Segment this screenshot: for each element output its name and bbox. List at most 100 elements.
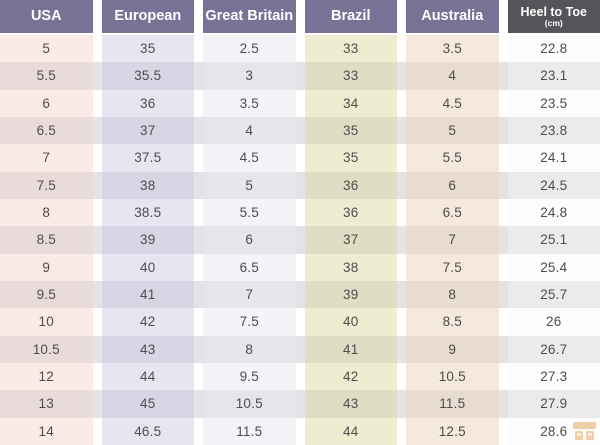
table-cell: 41 (101, 280, 194, 309)
table-cell: 5.5 (406, 144, 499, 172)
table-cell: 23.5 (507, 89, 600, 117)
table-cell: 5 (406, 116, 499, 145)
table-row: 8 38.5 5.5 36 6.5 24.8 (0, 198, 600, 227)
table-cell: 38 (304, 253, 397, 281)
column-header-usa: USA (0, 0, 93, 33)
table-cell: 9.5 (203, 362, 296, 391)
table-row: 9 40 6.5 38 7.5 25.4 (0, 253, 600, 281)
table-row: 12 44 9.5 42 10.5 27.3 (0, 362, 600, 391)
table-row: 7.5 38 5 36 6 24.5 (0, 171, 600, 199)
table-cell: 33 (304, 62, 397, 90)
table-cell: 7.5 (406, 253, 499, 281)
column-header-great-britain: Great Britain (203, 0, 296, 33)
table-cell: 28.6 (507, 417, 600, 445)
table-cell: 6.5 (203, 253, 296, 281)
table-cell: 3.5 (406, 35, 499, 63)
table-cell: 8 (0, 198, 93, 227)
table-cell: 7 (0, 144, 93, 172)
table-cell: 14 (0, 417, 93, 445)
table-cell: 13 (0, 390, 93, 418)
column-header-heel-to-toe-unit: (cm) (544, 18, 563, 28)
table-row: 13 45 10.5 43 11.5 27.9 (0, 390, 600, 418)
column-header-australia: Australia (406, 0, 499, 33)
table-cell: 41 (304, 335, 397, 363)
table-cell: 6 (406, 171, 499, 199)
table-cell: 36 (304, 198, 397, 227)
table-cell: 39 (304, 280, 397, 309)
table-cell: 3.5 (203, 89, 296, 117)
table-cell: 4.5 (203, 144, 296, 172)
table-row: 6.5 37 4 35 5 23.8 (0, 116, 600, 145)
table-cell: 25.1 (507, 226, 600, 254)
table-cell: 36 (101, 89, 194, 117)
table-row: 7 37.5 4.5 35 5.5 24.1 (0, 144, 600, 172)
table-cell: 44 (101, 362, 194, 391)
shop-logo-icon (573, 422, 596, 440)
table-cell: 46.5 (101, 417, 194, 445)
table-cell: 23.1 (507, 62, 600, 90)
table-cell: 40 (304, 308, 397, 336)
table-cell: 24.1 (507, 144, 600, 172)
table-row: 5.5 35.5 3 33 4 23.1 (0, 62, 600, 90)
column-header-brazil: Brazil (304, 0, 397, 33)
table-cell: 35 (101, 35, 194, 63)
table-cell: 5 (203, 171, 296, 199)
table-cell: 42 (101, 308, 194, 336)
table-cell: 23.8 (507, 116, 600, 145)
table-row: 10 42 7.5 40 8.5 26 (0, 308, 600, 336)
table-cell: 10.5 (406, 362, 499, 391)
table-cell: 22.8 (507, 35, 600, 63)
table-cell: 34 (304, 89, 397, 117)
table-cell: 27.9 (507, 390, 600, 418)
table-cell: 9 (406, 335, 499, 363)
table-cell: 42 (304, 362, 397, 391)
table-cell: 5 (0, 35, 93, 63)
table-row: 8.5 39 6 37 7 25.1 (0, 226, 600, 254)
table-cell: 6.5 (406, 198, 499, 227)
table-cell: 4 (406, 62, 499, 90)
table-row: 6 36 3.5 34 4.5 23.5 (0, 89, 600, 117)
table-cell: 7 (406, 226, 499, 254)
table-cell: 24.8 (507, 198, 600, 227)
column-header-heel-to-toe-label: Heel to Toe (520, 4, 587, 19)
table-cell: 7.5 (0, 171, 93, 199)
table-cell: 37.5 (101, 144, 194, 172)
table-cell: 12 (0, 362, 93, 391)
table-cell: 8.5 (406, 308, 499, 336)
table-row: 5 35 2.5 33 3.5 22.8 (0, 35, 600, 63)
table-cell: 35 (304, 144, 397, 172)
table-cell: 10.5 (203, 390, 296, 418)
table-cell: 35 (304, 116, 397, 145)
table-cell: 9.5 (0, 280, 93, 309)
table-cell: 26.7 (507, 335, 600, 363)
table-cell: 5.5 (203, 198, 296, 227)
table-cell: 4.5 (406, 89, 499, 117)
table-cell: 7 (203, 280, 296, 309)
table-cell: 8 (406, 280, 499, 309)
table-cell: 24.5 (507, 171, 600, 199)
table-row: 14 46.5 11.5 44 12.5 28.6 (0, 417, 600, 445)
table-cell: 10 (0, 308, 93, 336)
table-cell: 4 (203, 116, 296, 145)
table-cell: 2.5 (203, 35, 296, 63)
table-row: 9.5 41 7 39 8 25.7 (0, 280, 600, 309)
table-cell: 36 (304, 171, 397, 199)
table-cell: 6 (0, 89, 93, 117)
table-cell: 11.5 (203, 417, 296, 445)
table-cell: 25.7 (507, 280, 600, 309)
table-cell: 44 (304, 417, 397, 445)
table-cell: 25.4 (507, 253, 600, 281)
column-header-heel-to-toe: Heel to Toe (cm) (507, 0, 600, 33)
table-cell: 10.5 (0, 335, 93, 363)
column-header-european: European (101, 0, 194, 33)
table-cell: 37 (304, 226, 397, 254)
table-cell: 8 (203, 335, 296, 363)
table-cell: 35.5 (101, 62, 194, 90)
table-cell: 7.5 (203, 308, 296, 336)
table-cell: 43 (304, 390, 397, 418)
table-cell: 38 (101, 171, 194, 199)
table-cell: 40 (101, 253, 194, 281)
table-cell: 5.5 (0, 62, 93, 90)
table-header-row: USA European Great Britain Brazil Austra… (0, 0, 600, 33)
table-cell: 37 (101, 116, 194, 145)
